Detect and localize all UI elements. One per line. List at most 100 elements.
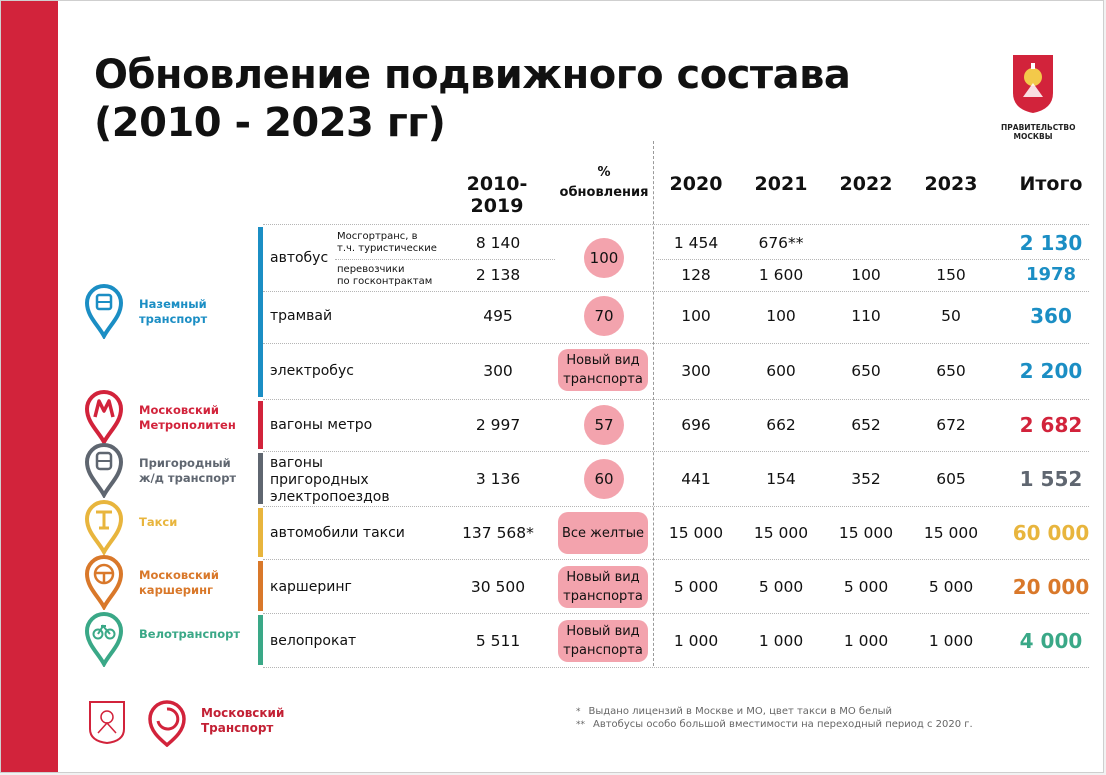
cell-bike-2021: 1 000 [758, 632, 804, 650]
cell-metro-2020: 696 [681, 416, 711, 434]
gov-caption-2: МОСКВЫ [1013, 132, 1053, 141]
metro-m-icon [84, 389, 124, 445]
badge-line: транспорта [563, 589, 643, 604]
header-2022: 2022 [839, 173, 893, 195]
badge-line: транспорта [563, 372, 643, 387]
category-label-ground: Наземный транспорт [139, 297, 207, 327]
footnote-2: ** Автобусы особо большой вместимости на … [576, 719, 973, 730]
header-2010-2019: 2010- 2019 [466, 173, 528, 217]
cell-ebus-2021: 600 [766, 362, 796, 380]
cell-bus2-2020: 128 [681, 266, 711, 284]
row-label-carsharing: каршеринг [270, 579, 352, 595]
row-separator [263, 343, 1089, 344]
cell-taxi-2010-2019: 137 568* [462, 524, 534, 542]
category-bar-suburban [258, 453, 263, 504]
category-line: Пригородный [139, 456, 231, 470]
header-total: Итого [1019, 173, 1083, 195]
row-separator [263, 451, 1089, 452]
row-separator [263, 559, 1089, 560]
cell-taxi-2023: 15 000 [923, 524, 979, 542]
cell-suburban-2010-2019: 3 136 [475, 470, 521, 488]
category-taxi: Такси [83, 499, 253, 559]
badge-line: Новый вид [566, 570, 640, 585]
total-bus2: 1978 [1025, 264, 1077, 285]
total-bus1: 2 130 [1019, 231, 1083, 255]
new-type-badge-carsharing: Новый вид транспорта [558, 566, 648, 608]
row-separator [263, 399, 1089, 400]
cell-carsharing-2023: 5 000 [928, 578, 974, 596]
cell-metro-2010-2019: 2 997 [475, 416, 521, 434]
cell-tram-2020: 100 [681, 307, 711, 325]
category-metro: Московский Метрополитен [83, 389, 253, 449]
cell-carsharing-2010-2019: 30 500 [470, 578, 526, 596]
column-divider [653, 141, 654, 666]
total-tram: 360 [1030, 304, 1072, 328]
category-label-metro: Московский Метрополитен [139, 403, 236, 433]
category-line: Велотранспорт [139, 627, 241, 641]
footnote-text: Автобусы особо большой вместимости на пе… [593, 719, 973, 730]
category-line: Московский [139, 403, 219, 417]
total-metro: 2 682 [1019, 413, 1083, 437]
cell-taxi-2020: 15 000 [668, 524, 724, 542]
row-label-line: электропоездов [270, 489, 390, 505]
cell-metro-2023: 672 [936, 416, 966, 434]
category-line: каршеринг [139, 583, 214, 597]
new-type-badge-bike: Новый вид транспорта [558, 620, 648, 662]
row-sublabel-mosgortrans: Мосгортранс, в т.ч. туристические [337, 231, 437, 255]
sublabel-line: по госконтрактам [337, 276, 433, 287]
cell-bus2-2010-2019: 2 138 [475, 266, 521, 284]
bus-icon [84, 283, 124, 339]
header-percent-symbol: % [597, 165, 611, 180]
total-suburban: 1 552 [1019, 467, 1083, 491]
category-label-taxi: Такси [139, 515, 177, 530]
total-bike: 4 000 [1019, 629, 1083, 653]
cell-tram-2010-2019: 495 [483, 307, 513, 325]
row-label-line: вагоны [270, 455, 323, 471]
cell-suburban-2021: 154 [766, 470, 796, 488]
moscow-coat-of-arms-icon [1013, 55, 1053, 113]
cell-bus1-2020: 1 454 [673, 234, 719, 252]
row-label-ebus: электробус [270, 363, 354, 379]
category-bar-carsharing [258, 561, 263, 611]
badge-line: транспорта [563, 643, 643, 658]
moscow-transport-brand: Московский Транспорт [201, 706, 284, 736]
total-ebus: 2 200 [1019, 359, 1083, 383]
brand-line: Московский [201, 706, 285, 720]
taxi-icon [84, 499, 124, 555]
brand-line: Транспорт [201, 721, 274, 735]
train-icon [84, 442, 124, 498]
cell-tram-2023: 50 [941, 307, 961, 325]
cell-bus2-2022: 100 [851, 266, 881, 284]
cell-carsharing-2021: 5 000 [758, 578, 804, 596]
cell-suburban-2023: 605 [936, 470, 966, 488]
category-label-suburban: Пригородный ж/д транспорт [139, 456, 236, 486]
cell-ebus-2020: 300 [681, 362, 711, 380]
row-label-metro: вагоны метро [270, 417, 373, 433]
bicycle-icon [84, 611, 124, 667]
row-sublabel-contractors: перевозчики по госконтрактам [337, 264, 432, 288]
category-line: Метрополитен [139, 418, 236, 432]
category-carsharing: Московский каршеринг [83, 554, 253, 614]
category-line: Наземный [139, 297, 207, 311]
percent-badge-metro: 57 [584, 405, 624, 445]
cell-bike-2022: 1 000 [843, 632, 889, 650]
category-label-bike: Велотранспорт [139, 627, 240, 642]
row-separator [263, 224, 1089, 225]
title-line-2: (2010 - 2023 гг) [94, 100, 446, 146]
footnote-text: Выдано лицензий в Москве и МО, цвет такс… [588, 706, 893, 717]
sublabel-line: перевозчики [337, 264, 405, 275]
row-label-suburban: вагоны пригородных электропоездов [270, 455, 390, 506]
badge-line: Новый вид [566, 353, 640, 368]
row-label-taxi: автомобили такси [270, 525, 405, 541]
steering-wheel-icon [84, 554, 124, 610]
new-type-badge-ebus: Новый вид транспорта [558, 349, 648, 391]
category-line: ж/д транспорт [139, 471, 237, 485]
moscow-coat-of-arms-outline-icon [89, 701, 125, 745]
cell-taxi-2021: 15 000 [753, 524, 809, 542]
cell-ebus-2010-2019: 300 [483, 362, 513, 380]
header-percent-word: обновления [559, 185, 649, 200]
row-label-tram: трамвай [270, 308, 333, 324]
moscow-transport-logo-icon [148, 700, 186, 747]
percent-badge-tram: 70 [584, 296, 624, 336]
row-separator [263, 667, 1089, 668]
